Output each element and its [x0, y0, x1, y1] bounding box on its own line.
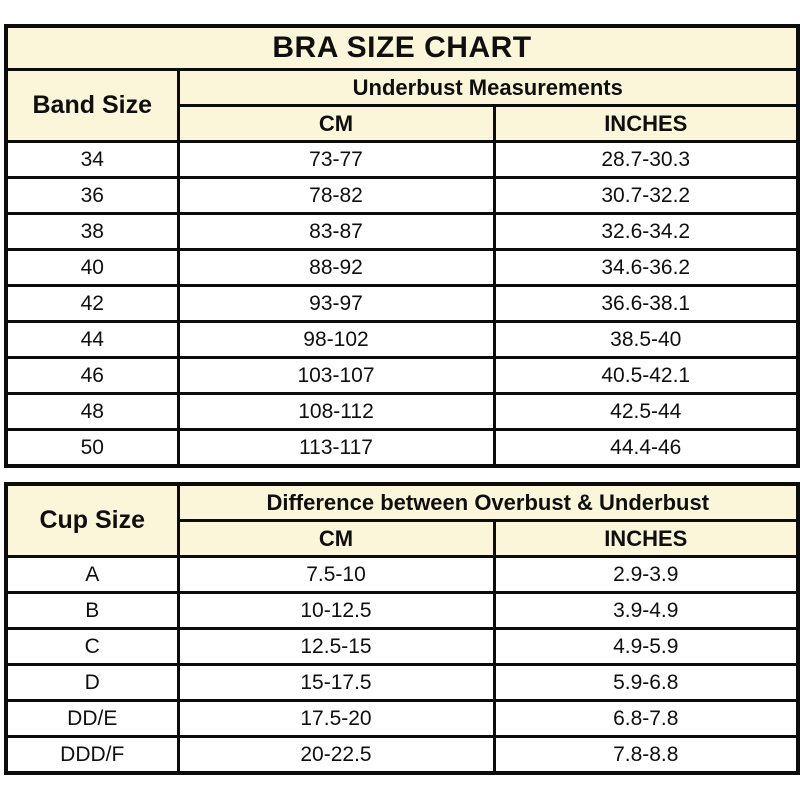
- band-size-cell: 46: [4, 356, 180, 395]
- band-size-table: BRA SIZE CHART Band Size Underbust Measu…: [4, 24, 800, 468]
- cm-cell: 88-92: [176, 248, 496, 287]
- inches-cell: 34.6-36.2: [492, 248, 800, 287]
- inches-cell: 30.7-32.2: [492, 176, 800, 215]
- band-size-cell: 40: [4, 248, 180, 287]
- band-size-cell: 38: [4, 212, 180, 251]
- cup-size-header: Cup Size: [4, 482, 180, 558]
- band-size-cell: 42: [4, 284, 180, 323]
- inches-column-header: INCHES: [492, 519, 800, 558]
- cm-cell: 12.5-15: [176, 627, 496, 666]
- table-row: 40 88-92 34.6-36.2: [4, 248, 800, 287]
- inches-column-header: INCHES: [492, 104, 800, 143]
- inches-cell: 7.8-8.8: [492, 735, 800, 775]
- cm-cell: 98-102: [176, 320, 496, 359]
- inches-cell: 38.5-40: [492, 320, 800, 359]
- inches-cell: 2.9-3.9: [492, 555, 800, 594]
- subheader-row: CM INCHES: [6, 519, 800, 558]
- table-row: 42 93-97 36.6-38.1: [4, 284, 800, 323]
- subheader-row: CM INCHES: [6, 104, 800, 143]
- table-row: 44 98-102 38.5-40: [4, 320, 800, 359]
- table-gap: [4, 468, 796, 482]
- cm-cell: 7.5-10: [176, 555, 496, 594]
- table-row: DDD/F 20-22.5 7.8-8.8: [4, 735, 800, 775]
- difference-group-header: Difference between Overbust & Underbust: [176, 482, 800, 522]
- cm-cell: 20-22.5: [176, 735, 496, 775]
- band-size-cell: 36: [4, 176, 180, 215]
- cm-cell: 15-17.5: [176, 663, 496, 702]
- cm-cell: 10-12.5: [176, 591, 496, 630]
- table-row: 36 78-82 30.7-32.2: [4, 176, 800, 215]
- cm-cell: 103-107: [176, 356, 496, 395]
- cm-cell: 17.5-20: [176, 699, 496, 738]
- table-row: 48 108-112 42.5-44: [4, 392, 800, 431]
- cm-cell: 113-117: [176, 428, 496, 468]
- inches-cell: 5.9-6.8: [492, 663, 800, 702]
- cm-cell: 78-82: [176, 176, 496, 215]
- table-row: A 7.5-10 2.9-3.9: [4, 555, 800, 594]
- cup-size-cell: DDD/F: [4, 735, 180, 775]
- inches-cell: 36.6-38.1: [492, 284, 800, 323]
- underbust-group-header: Underbust Measurements: [176, 68, 800, 107]
- band-size-cell: 48: [4, 392, 180, 431]
- inches-cell: 40.5-42.1: [492, 356, 800, 395]
- cm-cell: 83-87: [176, 212, 496, 251]
- cm-column-header: CM: [176, 104, 496, 143]
- title-row: BRA SIZE CHART: [4, 24, 800, 71]
- cm-column-header: CM: [176, 519, 496, 558]
- cm-cell: 73-77: [176, 140, 496, 179]
- cup-size-cell: DD/E: [4, 699, 180, 738]
- cup-size-cell: C: [4, 627, 180, 666]
- inches-cell: 4.9-5.9: [492, 627, 800, 666]
- table-row: 50 113-117 44.4-46: [4, 428, 800, 468]
- band-size-cell: 44: [4, 320, 180, 359]
- cup-size-cell: A: [4, 555, 180, 594]
- cm-cell: 93-97: [176, 284, 496, 323]
- group-header-row: Band Size Underbust Measurements: [4, 68, 800, 143]
- inches-cell: 28.7-30.3: [492, 140, 800, 179]
- cm-cell: 108-112: [176, 392, 496, 431]
- inches-cell: 3.9-4.9: [492, 591, 800, 630]
- page-title: BRA SIZE CHART: [4, 24, 800, 71]
- inches-cell: 32.6-34.2: [492, 212, 800, 251]
- inches-cell: 6.8-7.8: [492, 699, 800, 738]
- band-size-header: Band Size: [4, 68, 180, 143]
- table-row: 34 73-77 28.7-30.3: [4, 140, 800, 179]
- inches-cell: 42.5-44: [492, 392, 800, 431]
- table-row: 38 83-87 32.6-34.2: [4, 212, 800, 251]
- cup-size-table: Cup Size Difference between Overbust & U…: [4, 482, 800, 775]
- band-size-cell: 34: [4, 140, 180, 179]
- table-row: B 10-12.5 3.9-4.9: [4, 591, 800, 630]
- inches-cell: 44.4-46: [492, 428, 800, 468]
- table-row: DD/E 17.5-20 6.8-7.8: [4, 699, 800, 738]
- cup-size-cell: D: [4, 663, 180, 702]
- band-size-cell: 50: [4, 428, 180, 468]
- table-row: D 15-17.5 5.9-6.8: [4, 663, 800, 702]
- table-row: C 12.5-15 4.9-5.9: [4, 627, 800, 666]
- group-header-row: Cup Size Difference between Overbust & U…: [4, 482, 800, 558]
- cup-size-cell: B: [4, 591, 180, 630]
- table-row: 46 103-107 40.5-42.1: [4, 356, 800, 395]
